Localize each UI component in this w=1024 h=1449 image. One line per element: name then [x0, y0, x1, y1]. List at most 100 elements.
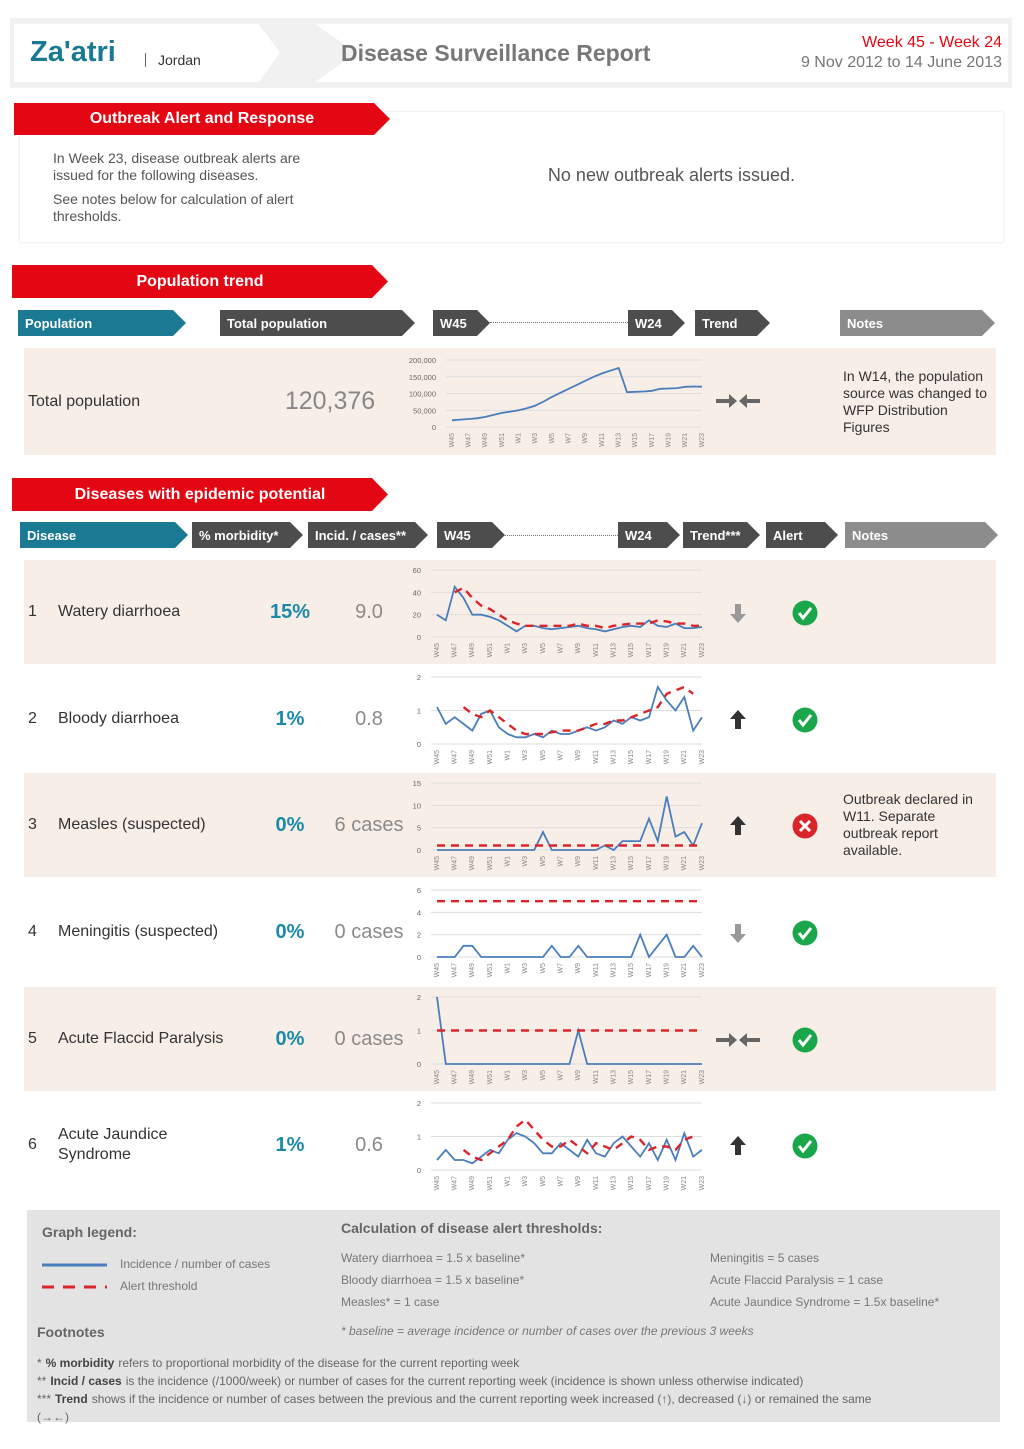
- x-tick-label: W15: [628, 963, 635, 978]
- ok-check: [797, 927, 813, 941]
- x-tick-label: W49: [469, 1176, 476, 1191]
- x-tick-label: W9: [575, 1070, 582, 1081]
- x-tick-label: W51: [499, 433, 506, 448]
- x-tick-label: W23: [699, 856, 706, 871]
- y-tick-label: 5: [417, 824, 421, 833]
- x-tick-label: W5: [540, 750, 547, 761]
- column-header: % morbidity*: [192, 522, 303, 548]
- ok-check: [797, 1140, 813, 1154]
- series-line: [436, 1130, 703, 1165]
- x-tick-label: W13: [611, 750, 618, 765]
- x-tick-label: W23: [699, 433, 706, 448]
- series-line: [437, 796, 703, 852]
- threshold-item: Bloody diarrhoea = 1.5 x baseline*: [341, 1273, 525, 1287]
- x-tick-label: W1: [505, 1070, 512, 1081]
- x-tick-label: W1: [505, 963, 512, 974]
- x-tick-label: W13: [611, 963, 618, 978]
- x-tick-label: W17: [646, 1176, 653, 1191]
- header-panel: [315, 24, 1008, 82]
- x-tick-label: W9: [582, 433, 589, 444]
- x-tick-label: W45: [434, 963, 441, 978]
- y-tick-label: 2: [417, 1099, 421, 1108]
- x-tick-label: W5: [540, 1070, 547, 1081]
- morbidity: 15%: [269, 600, 311, 623]
- series-line: [436, 684, 703, 739]
- x-tick-label: W47: [452, 1176, 459, 1191]
- report-title: Disease Surveillance Report: [341, 40, 651, 66]
- x-tick-label: W21: [681, 856, 688, 871]
- trend-down: [730, 924, 746, 943]
- threshold-item: Acute Flaccid Paralysis = 1 case: [710, 1273, 884, 1287]
- row-background: [24, 773, 996, 877]
- population-value: 120,376: [284, 387, 376, 415]
- row-number: 4: [28, 923, 37, 940]
- x-tick-label: W17: [646, 856, 653, 871]
- x-tick-label: W45: [449, 433, 456, 448]
- x-tick-label: W47: [466, 433, 473, 448]
- column-header: W24: [618, 522, 680, 548]
- y-tick-label: 1: [417, 707, 421, 716]
- disease-name: Watery diarrhoea: [58, 603, 181, 620]
- x-tick-label: W47: [452, 750, 459, 765]
- x-tick-label: W3: [522, 1176, 529, 1187]
- y-tick-label: 0: [417, 633, 421, 642]
- x-tick-label: W51: [487, 1070, 494, 1085]
- row-number: 1: [28, 603, 37, 620]
- y-tick-label: 60: [413, 566, 421, 575]
- y-tick-label: 4: [417, 908, 421, 917]
- row-label: Total population: [28, 392, 141, 410]
- x-tick-label: W17: [649, 433, 656, 448]
- trend-up: [730, 816, 746, 835]
- series-line: [436, 996, 702, 1065]
- y-tick-label: 10: [413, 801, 421, 810]
- x-tick-label: W51: [487, 963, 494, 978]
- baseline-note: * baseline = average incidence or number…: [341, 1324, 754, 1338]
- threshold-item: Meningitis = 5 cases: [710, 1251, 820, 1265]
- x-tick-label: W19: [664, 1070, 671, 1085]
- outbreak-message: No new outbreak alerts issued.: [547, 165, 796, 185]
- x-tick-label: W49: [469, 856, 476, 871]
- x-tick-label: W17: [646, 1070, 653, 1085]
- outbreak-intro: In Week 23, disease outbreak alerts are …: [53, 150, 301, 183]
- x-tick-label: W23: [699, 963, 706, 978]
- x-tick-label: W3: [522, 1070, 529, 1081]
- row-background: [24, 560, 996, 664]
- date-range: 9 Nov 2012 to 14 June 2013: [800, 54, 1002, 71]
- y-tick-label: 0: [417, 1060, 421, 1069]
- y-tick-label: 15: [413, 779, 421, 788]
- trend-same: [716, 394, 737, 408]
- trend-up: [730, 1136, 746, 1155]
- x-tick-label: W21: [681, 643, 688, 658]
- row-notes: Outbreak declared in W11. Separate outbr…: [843, 791, 973, 858]
- legend-label: Incidence / number of cases: [120, 1257, 271, 1271]
- trend-same: [739, 394, 760, 408]
- column-header: Trend***: [683, 522, 760, 548]
- x-tick-label: W45: [434, 643, 441, 658]
- ok-check: [797, 714, 813, 728]
- x-tick-label: W19: [666, 433, 673, 448]
- x-tick-label: W5: [540, 963, 547, 974]
- x-tick-label: W11: [593, 856, 600, 870]
- column-header: Notes: [840, 310, 995, 336]
- x-tick-label: W1: [505, 856, 512, 867]
- threshold-item: Watery diarrhoea = 1.5 x baseline*: [341, 1251, 525, 1265]
- x-tick-label: W11: [593, 1070, 600, 1084]
- y-tick-label: 2: [417, 673, 421, 682]
- y-tick-label: 20: [413, 611, 421, 620]
- column-header: Trend: [695, 310, 770, 336]
- column-header: Disease: [20, 522, 188, 548]
- y-tick-label: 1: [417, 1133, 421, 1142]
- legend-heading: Graph legend:: [42, 1224, 137, 1240]
- x-tick-label: W17: [646, 750, 653, 765]
- x-tick-label: W45: [434, 1070, 441, 1085]
- x-tick-label: W3: [522, 963, 529, 974]
- x-tick-label: W9: [575, 643, 582, 654]
- trend-same: [739, 1033, 760, 1047]
- footnote: *% morbidity refers to proportional morbi…: [37, 1354, 877, 1372]
- x-tick-label: W5: [540, 1176, 547, 1187]
- footnote-term: % morbidity: [45, 1356, 115, 1370]
- x-tick-label: W5: [540, 856, 547, 867]
- y-tick-label: 100,000: [409, 390, 436, 399]
- x-tick-label: W45: [434, 750, 441, 765]
- x-tick-label: W21: [682, 433, 689, 448]
